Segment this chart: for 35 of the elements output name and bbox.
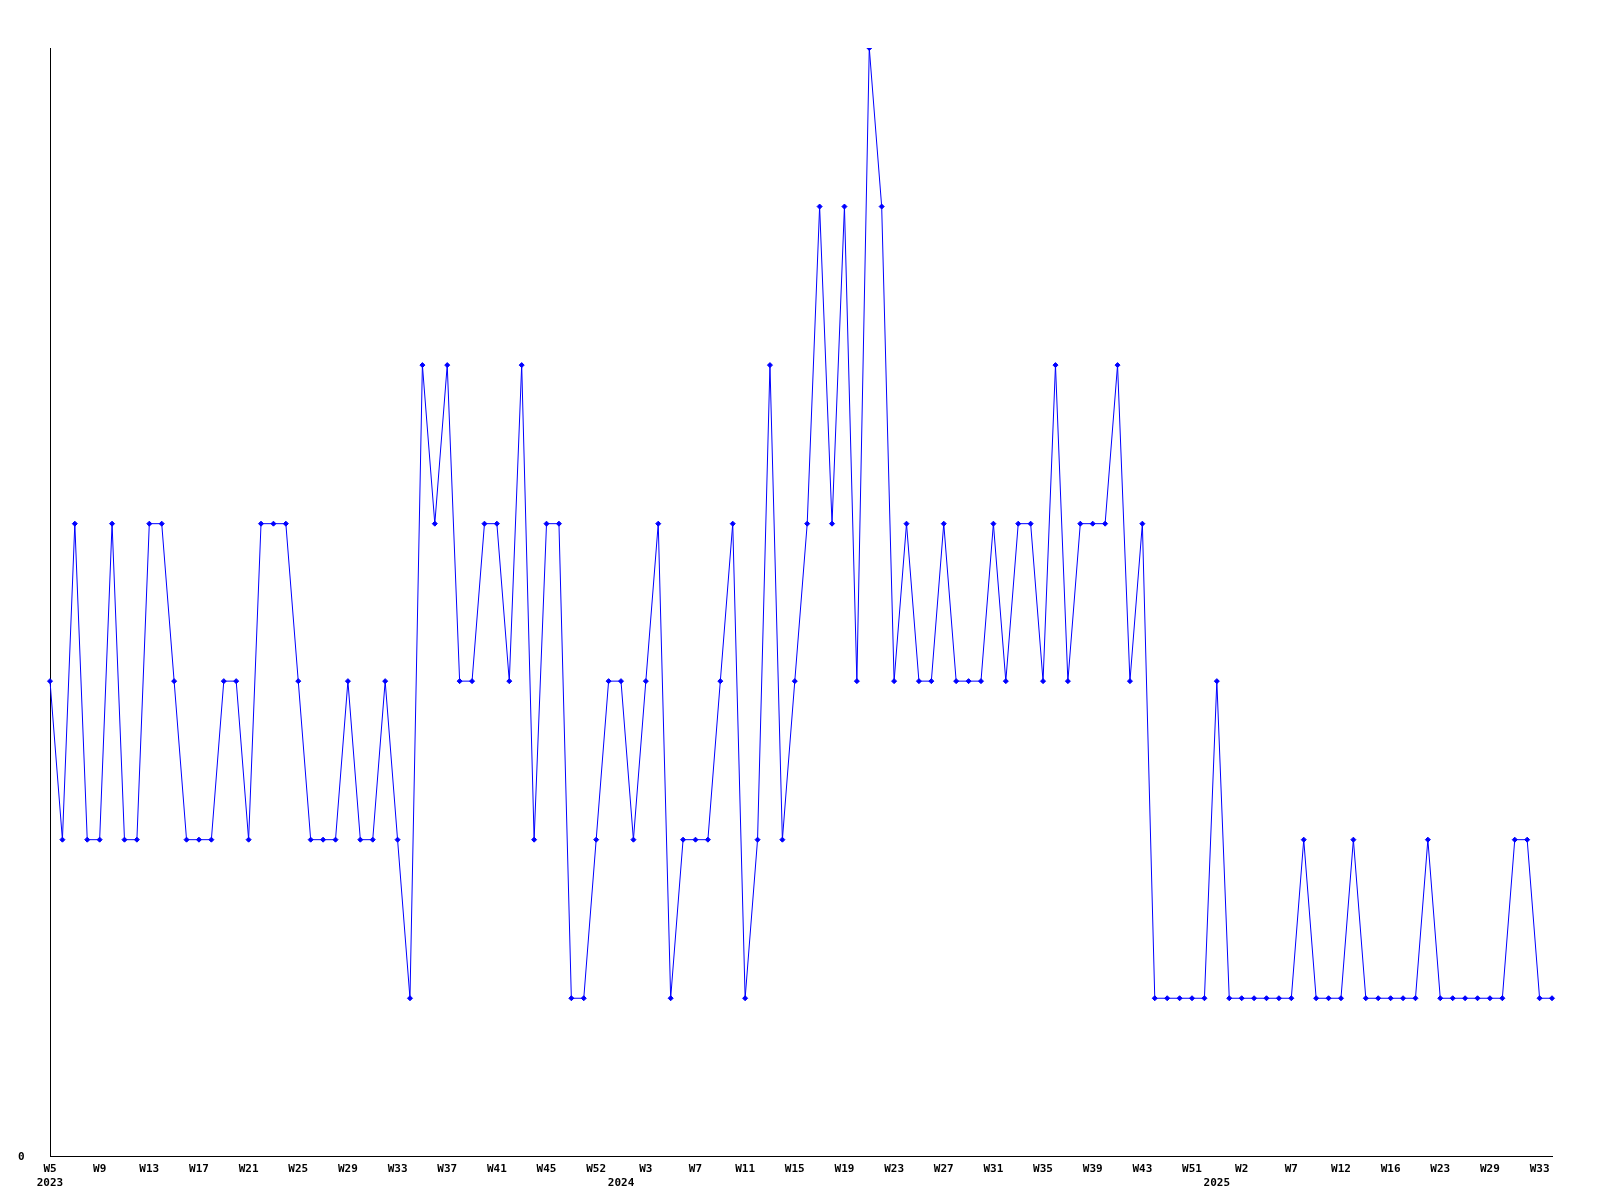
x-tick-label: W35: [1033, 1162, 1053, 1176]
x-tick-label: W11: [735, 1162, 756, 1176]
x-tick-label: W15: [784, 1162, 805, 1176]
x-tick-label: W29: [337, 1162, 358, 1176]
x-tick-label: W51: [1182, 1162, 1203, 1176]
x-tick-label: W39: [1082, 1162, 1103, 1176]
x-tick-label: W29: [1480, 1162, 1500, 1176]
x-tick-label: W43: [1132, 1162, 1153, 1176]
x-tick-label: W33: [387, 1162, 408, 1176]
x-tick-label: W2: [1235, 1162, 1249, 1176]
text: 2025: [1203, 1176, 1231, 1190]
text: 2024: [607, 1176, 635, 1190]
x-tick-label: W37: [437, 1162, 458, 1176]
x-tick-label: W33: [1529, 1162, 1550, 1176]
x-tick-label: W9: [93, 1162, 107, 1176]
x-tick-label: W19: [834, 1162, 855, 1176]
x-tick-label: W45: [536, 1162, 557, 1176]
x-tick-label: W27: [933, 1162, 954, 1176]
x-tick-label: W23: [1430, 1162, 1451, 1176]
x-tick-label: W23: [884, 1162, 905, 1176]
x-tick-label: W7: [1284, 1162, 1298, 1176]
text: 2023: [36, 1176, 64, 1190]
text: 0: [18, 1149, 25, 1163]
x-tick-label: W17: [189, 1162, 209, 1176]
x-tick-label: W16: [1380, 1162, 1401, 1176]
x-tick-label: W21: [238, 1162, 259, 1176]
x-tick-label: W3: [639, 1162, 653, 1176]
x-tick-label: W25: [288, 1162, 309, 1176]
x-tick-label: W12: [1331, 1162, 1351, 1176]
x-tick-label: W31: [983, 1162, 1004, 1176]
x-tick-label: W41: [486, 1162, 508, 1176]
x-tick-label: W13: [139, 1162, 160, 1176]
x-tick-label: W5: [43, 1162, 57, 1176]
x-tick-label: W52: [586, 1162, 607, 1176]
x-tick-label: W7: [688, 1162, 703, 1176]
